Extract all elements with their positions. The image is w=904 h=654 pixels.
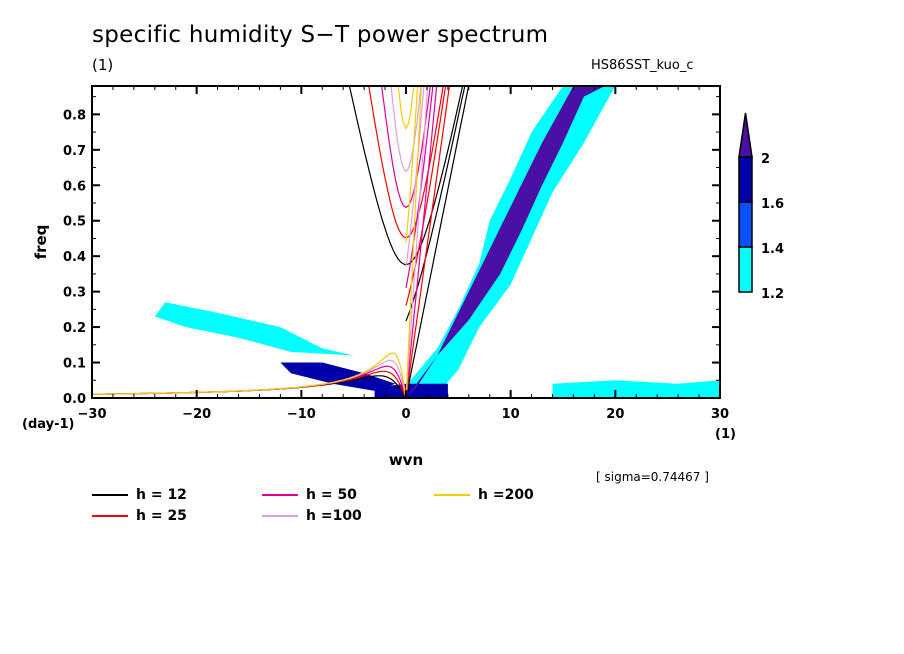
- ig1-curve-h50: [381, 86, 431, 209]
- x-tick-label: 0: [401, 407, 410, 422]
- ig1-curve-h100: [390, 86, 422, 173]
- run-label: HS86SST_kuo_c: [591, 58, 694, 73]
- x-tick-label: −30: [78, 407, 107, 422]
- legend-item-h12: h = 12: [92, 487, 187, 503]
- heat-region-kelvin-wave-ridge: [406, 86, 605, 398]
- heat-region-rossby-band-lower: [280, 362, 396, 391]
- ig1-curve-h200: [397, 86, 415, 130]
- x-tick-label: 30: [711, 407, 729, 422]
- eig0-curve-h12: [405, 86, 466, 322]
- legend-swatch-h200: [434, 494, 470, 496]
- chart-title: specific humidity S−T power spectrum: [92, 22, 549, 48]
- x-tick-label: −10: [287, 407, 316, 422]
- colorbar-extend-arrow: [738, 112, 753, 158]
- x-tick-label: −20: [182, 407, 211, 422]
- ig1-curve-h25: [368, 86, 444, 239]
- y-tick-label: 0.2: [63, 321, 86, 336]
- mrg-curve-h12: [92, 0, 406, 321]
- y-tick-label: 0.7: [63, 144, 86, 159]
- legend-item-h200: h =200: [434, 487, 534, 503]
- y-tick-label: 0.4: [63, 250, 86, 265]
- heatmap-layer: [154, 86, 720, 398]
- legend-label-h100: h =100: [306, 508, 362, 524]
- colorbar-segment: [738, 246, 753, 293]
- colorbar-label: 1.2: [761, 287, 784, 302]
- x-axis-units: (1): [715, 427, 736, 442]
- legend-swatch-h25: [92, 515, 128, 517]
- heat-region-rossby-band-upper: [154, 302, 354, 356]
- legend-swatch-h50: [262, 494, 298, 496]
- mrg-curve-h100: [92, 0, 406, 267]
- legend-label-h50: h = 50: [306, 487, 357, 503]
- sigma-label: [ sigma=0.74467 ]: [596, 470, 709, 484]
- ig1-curve-h12: [348, 86, 464, 266]
- colorbar-segment: [738, 201, 753, 248]
- axis-ticks: −30 −20 −10 0 10 20 30 0.0 0.1 0.2 0.3 0.4 0.5 0.6 0.7…: [63, 86, 729, 422]
- legend-label-h25: h = 25: [136, 508, 187, 524]
- x-axis-title: wvn: [389, 451, 423, 469]
- heat-region-low-freq-east: [552, 380, 720, 398]
- mrg-curve-h200: [92, 0, 406, 242]
- legend-label-h200: h =200: [478, 487, 534, 503]
- mrg-curve-h25: [92, 0, 406, 306]
- kelvin-curve-h12: [405, 86, 470, 398]
- colorbar-label: 1.4: [761, 242, 784, 257]
- units-label: (1): [92, 56, 114, 74]
- y-tick-label: 0.6: [63, 179, 86, 194]
- y-tick-label: 0.3: [63, 286, 86, 301]
- y-tick-label: 0.0: [63, 392, 86, 407]
- colorbar-segment: [738, 156, 753, 203]
- y-tick-label: 0.5: [63, 215, 86, 230]
- y-axis-units: (day-1): [22, 417, 74, 432]
- legend-item-h50: h = 50: [262, 487, 357, 503]
- colorbar-label: 1.6: [761, 197, 784, 212]
- y-tick-label: 0.1: [63, 357, 86, 372]
- colorbar: 1.2 1.4 1.6 2: [738, 112, 784, 302]
- legend-swatch-h100: [262, 515, 298, 517]
- dispersion-curves: [92, 0, 470, 398]
- legend-label-h12: h = 12: [136, 487, 187, 503]
- y-tick-label: 0.8: [63, 108, 86, 123]
- legend-item-h25: h = 25: [92, 508, 187, 524]
- y-axis-title: freq: [32, 225, 50, 260]
- mrg-curve-h50: [92, 0, 406, 288]
- legend-swatch-h12: [92, 494, 128, 496]
- x-tick-label: 10: [502, 407, 520, 422]
- legend-item-h100: h =100: [262, 508, 362, 524]
- colorbar-label: 2: [761, 152, 770, 167]
- x-tick-label: 20: [606, 407, 624, 422]
- rossby1-curve-h200: [92, 352, 407, 398]
